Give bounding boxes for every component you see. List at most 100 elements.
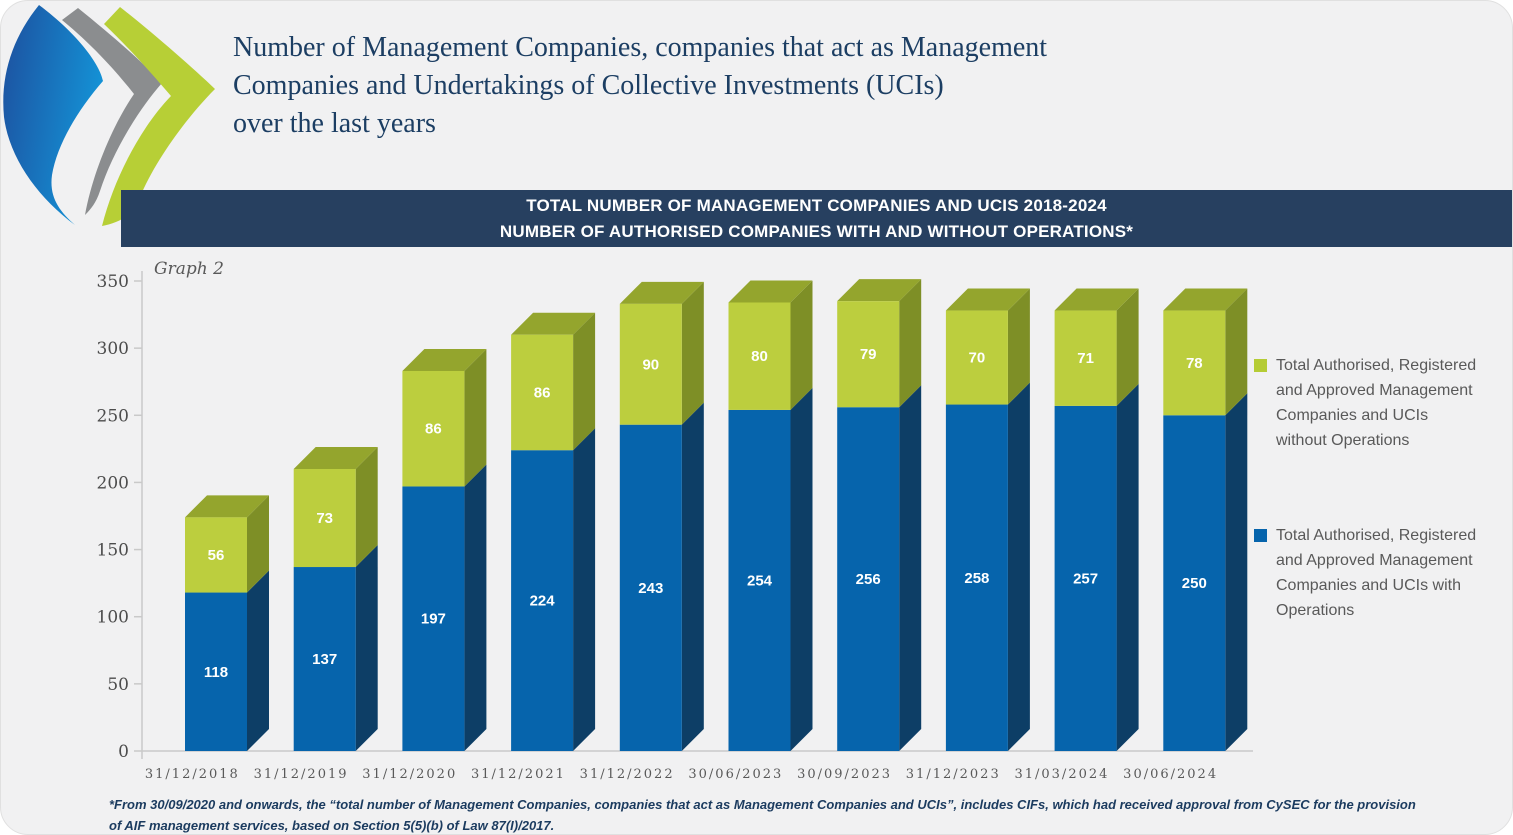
x-axis-category-label: 30/09/2023: [797, 767, 892, 782]
bar-side-with-operations: [573, 428, 596, 751]
bar-value-without-operations: 71: [1077, 350, 1094, 367]
stacked-bar-chart: 0 50 100 150 200 250 300 350 118 56 31/12/2018 137 7…: [91, 251, 1271, 799]
bar-side-with-operations: [790, 387, 813, 751]
footnote-line-1: *From 30/09/2020 and onwards, the “total…: [109, 797, 1416, 812]
bar-segment-without-operations: [945, 310, 1008, 405]
legend-text-line: Total Authorised, Registered: [1276, 527, 1477, 544]
bar-top-without-operations: [619, 281, 704, 304]
three-chevron-logo: [3, 5, 215, 226]
logo-gray-chevron: [62, 8, 162, 215]
bar-value-with-operations: 118: [204, 664, 228, 681]
bar-side-with-operations: [681, 402, 704, 751]
bar-group-31/12/2021: 224 86: [511, 312, 596, 751]
y-axis-tick-label: 50: [107, 675, 129, 695]
bar-side-with-operations: [899, 385, 922, 751]
bar-top-without-operations: [837, 279, 922, 302]
legend-text-line: and Approved Management: [1276, 382, 1473, 399]
bar-value-without-operations: 86: [534, 384, 551, 401]
bar-value-without-operations: 86: [425, 421, 442, 438]
page-title: Number of Management Companies, companie…: [233, 29, 1283, 143]
x-axis-category-label: 30/06/2023: [688, 767, 783, 782]
bar-value-without-operations: 70: [969, 350, 986, 367]
bar-group-31/12/2019: 137 73: [293, 447, 378, 751]
bar-value-with-operations: 258: [964, 570, 989, 587]
bar-value-without-operations: 78: [1186, 355, 1203, 372]
page-title-line-1: Number of Management Companies, companie…: [233, 32, 1048, 63]
bar-segment-without-operations: [837, 301, 900, 408]
legend-text-line: Total Authorised, Registered: [1276, 357, 1477, 374]
x-axis-category-label: 31/12/2023: [906, 767, 1001, 782]
bar-group-31/12/2023: 258 70: [945, 288, 1030, 751]
bar-side-with-operations: [247, 570, 269, 751]
logo-green-chevron: [102, 7, 215, 226]
chart-banner: TOTAL NUMBER OF MANAGEMENT COMPANIES AND…: [121, 190, 1512, 247]
y-axis-tick-label: 150: [97, 541, 129, 561]
legend-label-without-operations: Total Authorised, Registered and Approve…: [1276, 353, 1476, 453]
bar-segment-without-operations: [402, 370, 465, 487]
bar-segment-with-operations: [185, 592, 247, 751]
bar-top-without-operations: [293, 447, 378, 469]
bar-top-without-operations: [728, 280, 813, 303]
x-axis-category-label: 31/12/2018: [145, 767, 240, 782]
y-axis-tick-label: 100: [97, 608, 129, 628]
bar-value-with-operations: 250: [1182, 575, 1207, 592]
bar-side-without-operations: [573, 312, 596, 451]
bar-group-30/06/2024: 250 78: [1163, 288, 1248, 751]
x-axis-category-label: 31/12/2022: [580, 767, 675, 782]
bar-top-without-operations: [945, 288, 1030, 311]
chart-footnote: *From 30/09/2020 and onwards, the “total…: [109, 794, 1449, 834]
y-axis-tick-label: 250: [97, 406, 129, 426]
bar-segment-without-operations: [185, 517, 247, 593]
bar-value-without-operations: 56: [208, 547, 225, 564]
bar-side-without-operations: [790, 280, 813, 410]
bar-top-without-operations: [185, 495, 269, 518]
legend-swatch-blue: [1254, 529, 1267, 542]
bar-segment-with-operations: [837, 407, 900, 751]
bar-group-30/09/2023: 256 79: [837, 279, 922, 751]
bar-segment-with-operations: [1163, 415, 1226, 751]
bar-side-without-operations: [681, 281, 704, 425]
bar-value-with-operations: 197: [421, 611, 446, 628]
banner-line-1: TOTAL NUMBER OF MANAGEMENT COMPANIES AND…: [526, 195, 1107, 215]
x-axis-category-label: 31/12/2021: [471, 767, 566, 782]
bar-segment-with-operations: [619, 424, 682, 751]
bar-top-without-operations: [511, 312, 596, 335]
bar-side-without-operations: [247, 495, 269, 593]
legend-text-line: without Operations: [1276, 432, 1410, 449]
bar-group-31/12/2020: 197 86: [402, 348, 487, 751]
bar-value-with-operations: 243: [638, 580, 663, 597]
x-axis-category-label: 31/12/2019: [254, 767, 349, 782]
bar-value-with-operations: 256: [856, 571, 881, 588]
banner-line-2: NUMBER OF AUTHORISED COMPANIES WITH AND …: [499, 221, 1134, 241]
bar-segment-without-operations: [619, 303, 682, 425]
bar-value-with-operations: 224: [530, 593, 556, 610]
bar-group-30/06/2023: 254 80: [728, 280, 813, 751]
bar-side-without-operations: [355, 447, 378, 568]
bar-side-with-operations: [355, 545, 378, 751]
bar-side-without-operations: [1225, 288, 1248, 416]
bar-value-with-operations: 257: [1073, 570, 1098, 587]
legend-text-line: and Approved Management: [1276, 552, 1473, 569]
bar-segment-without-operations: [1163, 310, 1226, 416]
bar-side-with-operations: [464, 464, 487, 751]
y-axis-tick-label: 350: [97, 272, 129, 292]
bar-top-without-operations: [1054, 288, 1139, 311]
bar-segment-without-operations: [1054, 310, 1117, 406]
bar-side-with-operations: [1225, 393, 1248, 751]
legend-text-line: Companies and UCIs with: [1276, 577, 1461, 594]
y-axis-tick-label: 0: [118, 742, 129, 762]
bar-segment-without-operations: [511, 334, 574, 451]
legend-label-with-operations: Total Authorised, Registered and Approve…: [1276, 523, 1476, 623]
bar-group-31/03/2024: 257 71: [1054, 288, 1139, 751]
y-axis-tick-label: 300: [97, 339, 129, 359]
legend-item-without-operations: Total Authorised, Registered and Approve…: [1254, 353, 1510, 453]
bar-value-without-operations: 73: [316, 510, 333, 527]
bar-value-without-operations: 80: [751, 348, 768, 365]
bar-side-without-operations: [464, 348, 487, 487]
bar-top-without-operations: [1163, 288, 1248, 311]
bar-segment-with-operations: [511, 450, 574, 751]
bar-segment-with-operations: [1054, 405, 1117, 751]
bar-segment-without-operations: [728, 302, 791, 410]
page-title-line-3: over the last years: [233, 108, 436, 139]
x-axis-category-label: 31/03/2024: [1014, 767, 1109, 782]
